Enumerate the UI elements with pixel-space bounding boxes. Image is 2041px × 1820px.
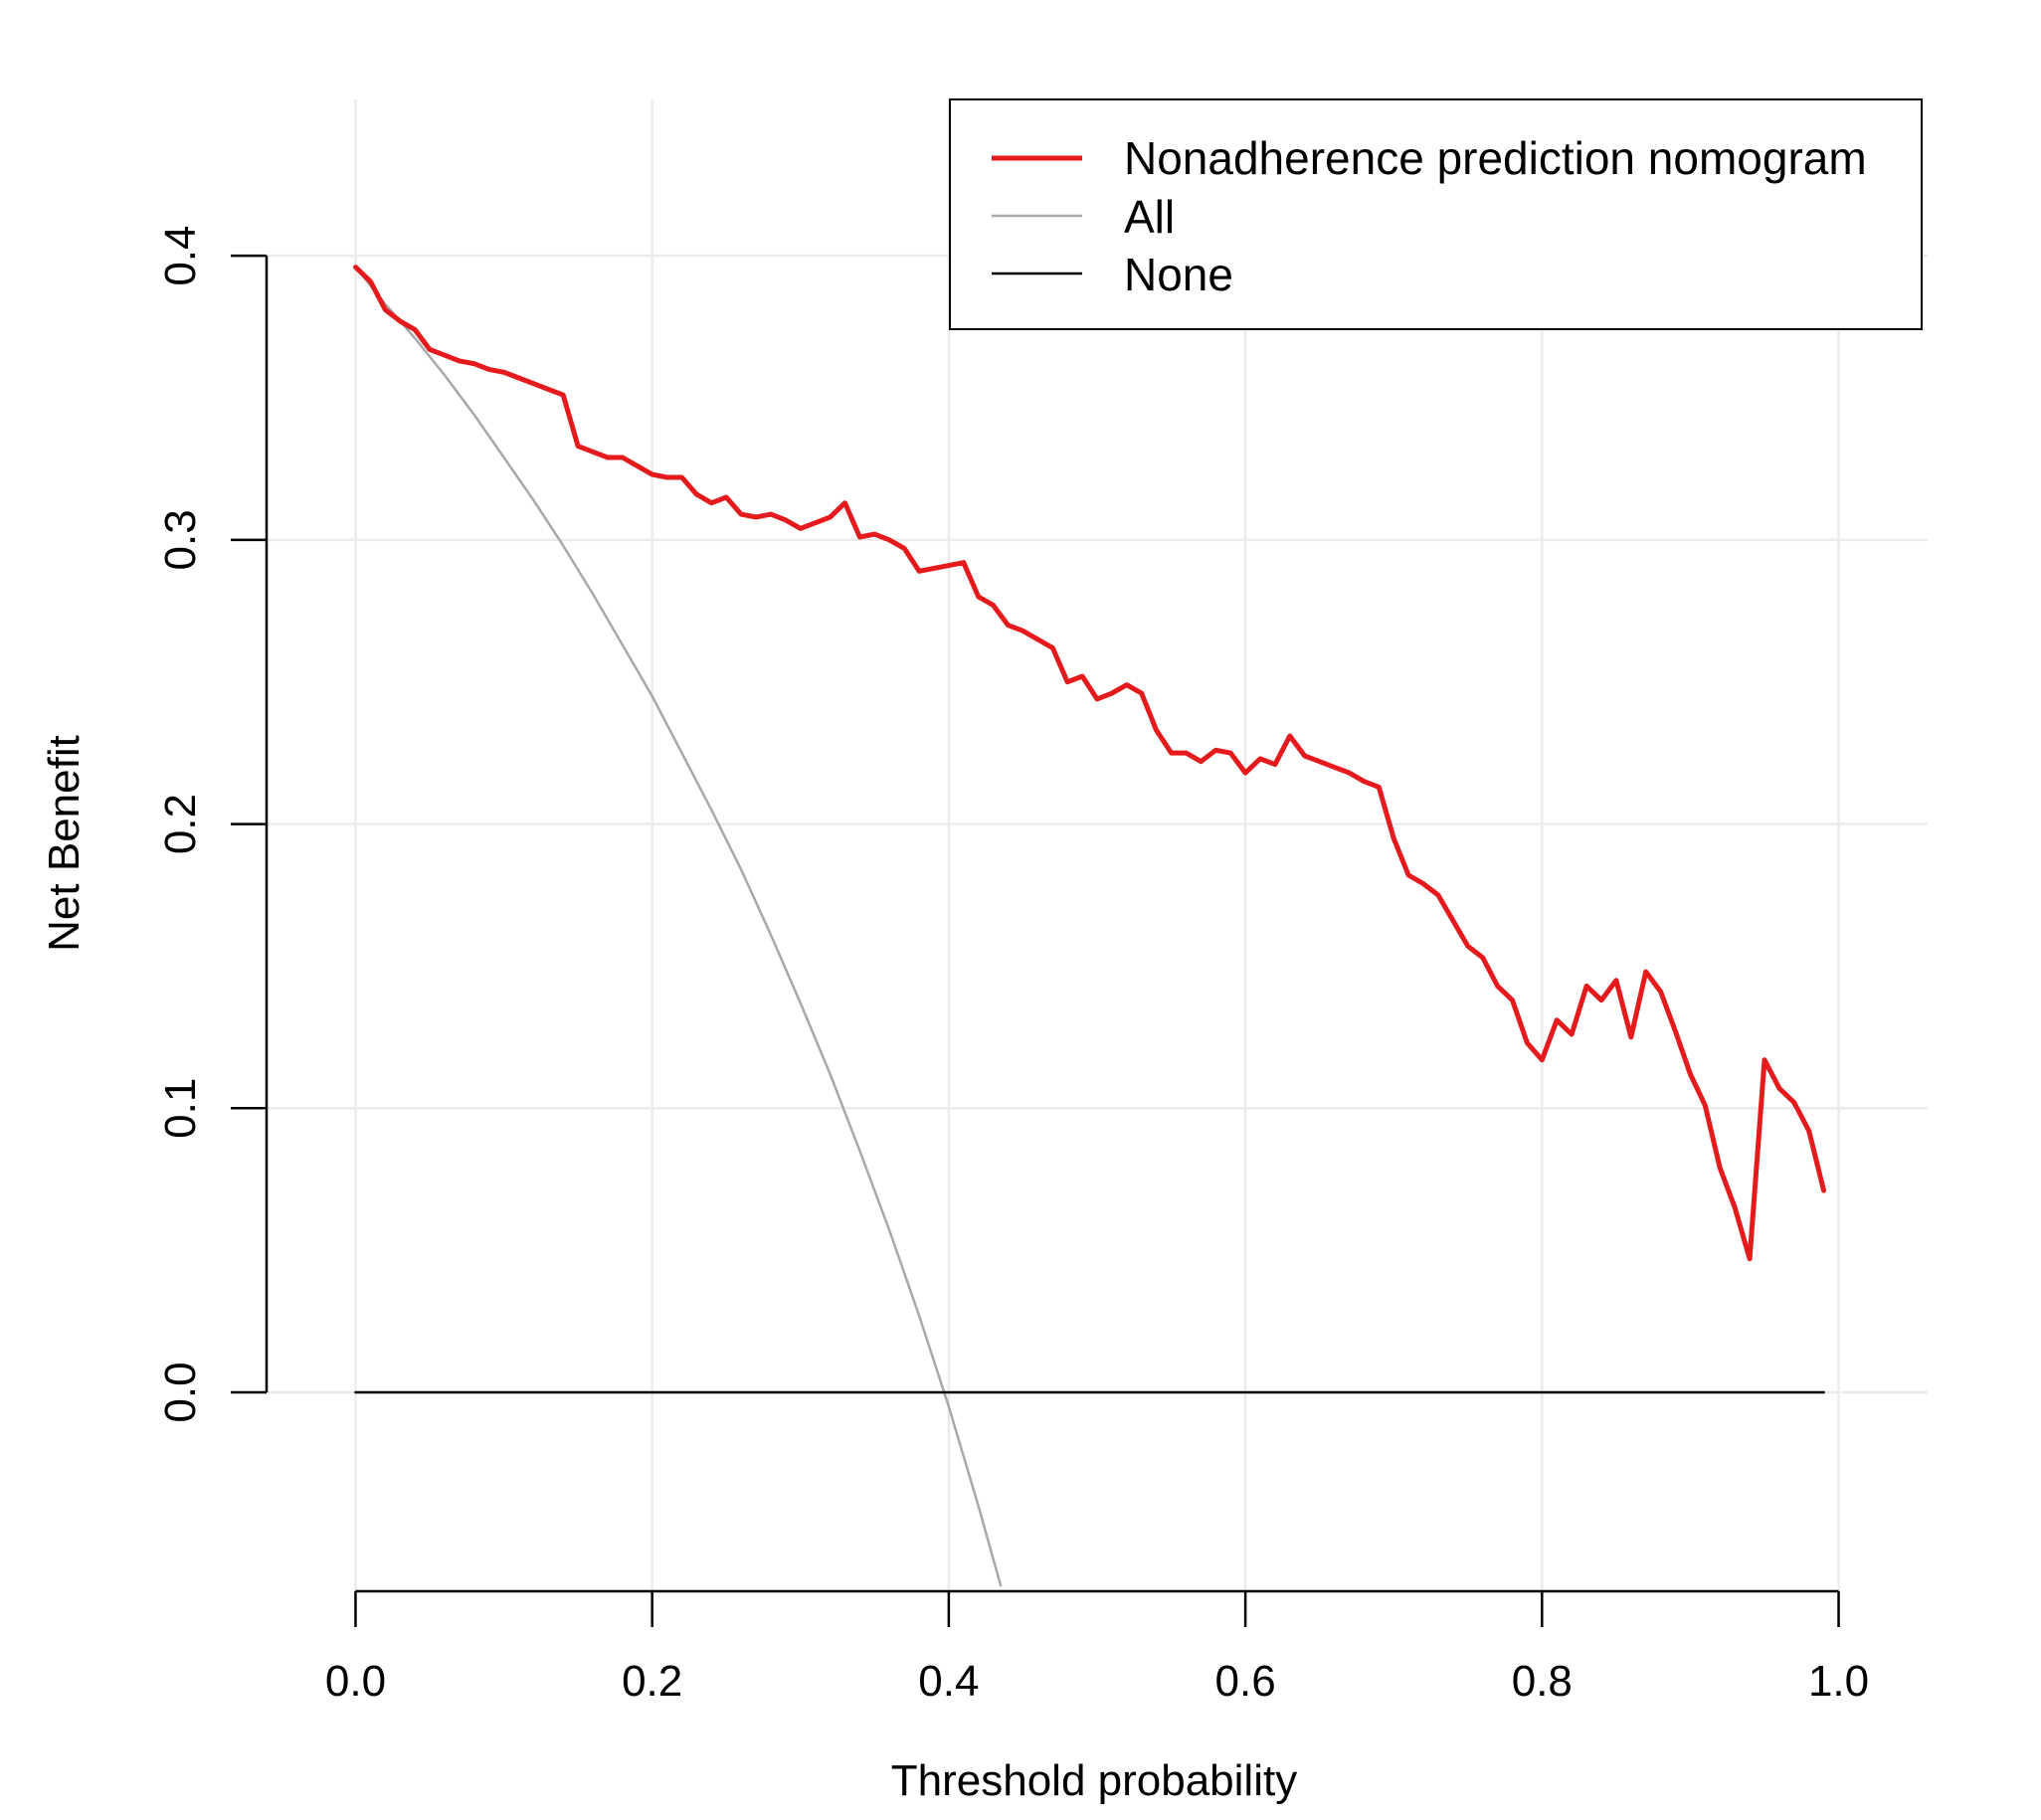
legend-label-nomogram: Nonadherence prediction nomogram bbox=[1124, 132, 1867, 184]
x-axis-title: Threshold probability bbox=[891, 1756, 1297, 1805]
x-tick-label-0: 0.0 bbox=[325, 1657, 386, 1706]
y-tick-label-4: 0.4 bbox=[156, 226, 205, 286]
all-line bbox=[354, 266, 1003, 1587]
series-all bbox=[354, 266, 1003, 1587]
x-tick-label-5: 1.0 bbox=[1808, 1657, 1869, 1706]
x-tick-label-2: 0.4 bbox=[918, 1657, 979, 1706]
x-tick-label-3: 0.6 bbox=[1215, 1657, 1276, 1706]
x-tick-label-1: 0.2 bbox=[622, 1657, 682, 1706]
y-tick-label-1: 0.1 bbox=[156, 1078, 205, 1139]
x-axis: 0.0 0.2 0.4 0.6 0.8 1.0 bbox=[325, 1589, 1869, 1706]
y-axis: 0.0 0.1 0.2 0.3 0.4 bbox=[156, 226, 269, 1423]
y-tick-label-0: 0.0 bbox=[156, 1362, 205, 1422]
y-tick-label-3: 0.3 bbox=[156, 509, 205, 570]
y-tick-label-2: 0.2 bbox=[156, 794, 205, 854]
legend-box bbox=[949, 98, 1923, 330]
legend-label-all: All bbox=[1124, 191, 1175, 243]
nomogram-line bbox=[353, 265, 1827, 1262]
x-tick-label-4: 0.8 bbox=[1512, 1657, 1573, 1706]
series-nomogram bbox=[353, 265, 1827, 1262]
legend: Nonadherence prediction nomogram All Non… bbox=[949, 98, 1923, 330]
legend-label-none: None bbox=[1124, 249, 1233, 300]
y-axis-title: Net Benefit bbox=[40, 735, 89, 952]
